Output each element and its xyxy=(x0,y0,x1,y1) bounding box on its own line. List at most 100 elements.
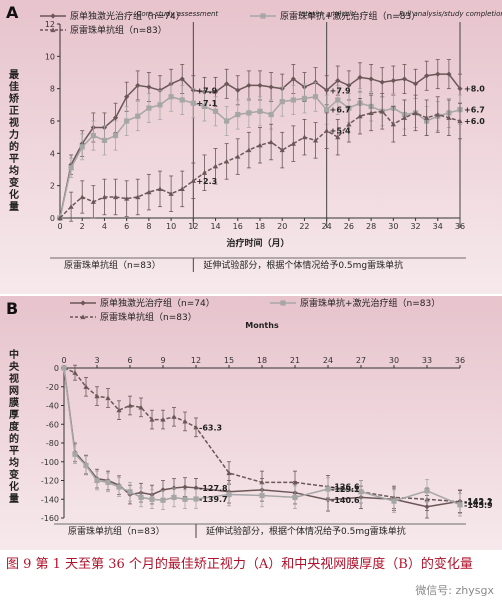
data-point-ranib_laser xyxy=(168,94,174,100)
x-tick-label: 33 xyxy=(422,356,432,365)
data-point-ranib xyxy=(435,111,441,117)
data-point-ranib xyxy=(179,186,185,191)
data-point-ranib xyxy=(424,115,430,120)
data-point-ranib xyxy=(157,186,163,191)
data-point-ranib_laser xyxy=(257,108,263,114)
panel-b-background xyxy=(0,296,502,550)
x-tick-label: 21 xyxy=(290,356,300,365)
chart-b-svg: B 原单独激光治疗组（n=74） 原雷珠单抗+激光治疗组（n=83） 原雷珠单抗组（n… xyxy=(0,296,502,550)
y-tick-label: -160 xyxy=(41,514,59,523)
data-point-laser xyxy=(346,82,352,89)
data-point-ranib xyxy=(57,215,63,221)
legend-entry-0: 原单独激光治疗组（n=74） xyxy=(70,10,185,22)
y-tick-label: -20 xyxy=(46,383,59,392)
data-point-ranib_laser xyxy=(79,144,85,150)
data-point-ranib xyxy=(201,170,208,175)
data-point-ranib_laser xyxy=(312,94,319,100)
data-point-laser xyxy=(235,87,241,93)
x-tick-label: 20 xyxy=(277,222,287,231)
data-point-ranib_laser xyxy=(259,492,265,499)
data-point-ranib xyxy=(335,134,341,140)
x-tick-label: 28 xyxy=(366,222,376,231)
panel-b: B 原单独激光治疗组（n=74） 原雷珠单抗+激光治疗组（n=83） 原雷珠单抗组（n… xyxy=(0,296,502,550)
data-point-ranib_laser xyxy=(135,113,141,119)
value-annotation: -140.6 xyxy=(331,496,360,505)
y-tick-label: 0 xyxy=(50,214,55,223)
data-point-ranib xyxy=(224,158,230,164)
y-tick-label: 12 xyxy=(45,20,55,29)
data-point-ranib_laser xyxy=(112,132,119,139)
y-tick-label: 8 xyxy=(50,85,55,94)
data-point-ranib_laser xyxy=(279,99,285,105)
x-tick-label: 10 xyxy=(166,222,176,231)
x-tick-label: 18 xyxy=(257,356,267,365)
data-point-ranib_laser xyxy=(190,100,196,106)
data-point-ranib_laser xyxy=(94,477,100,484)
data-point-ranib_laser xyxy=(124,118,130,124)
value-annotation: -145.9 xyxy=(464,501,493,510)
data-point-laser xyxy=(182,484,188,490)
value-annotation: +6.7 xyxy=(464,106,485,115)
data-point-ranib xyxy=(312,137,319,143)
data-point-ranib xyxy=(324,128,330,133)
y-tick-label: -40 xyxy=(46,402,59,411)
data-point-ranib xyxy=(446,115,452,120)
data-point-ranib_laser xyxy=(235,111,241,118)
data-point-ranib xyxy=(72,370,78,375)
data-point-ranib_laser xyxy=(61,365,67,371)
data-point-ranib_laser xyxy=(72,451,78,457)
data-point-ranib xyxy=(138,404,144,410)
watermark: 微信号: zhysgx xyxy=(415,584,494,597)
value-annotation: +7.9 xyxy=(196,86,217,95)
data-point-ranib xyxy=(182,418,188,424)
data-point-ranib xyxy=(279,147,285,153)
data-point-ranib_laser xyxy=(335,97,341,103)
data-point-ranib_laser xyxy=(171,494,177,500)
data-point-ranib_laser xyxy=(301,95,308,101)
data-point-laser xyxy=(457,86,463,92)
y-tick-label: 2 xyxy=(50,182,55,191)
data-point-ranib_laser xyxy=(292,494,298,500)
y-tick-label: 4 xyxy=(50,149,55,158)
data-point-laser xyxy=(368,76,374,82)
value-annotation: -139.7 xyxy=(199,495,228,504)
chart-a-svg: A 原单独激光治疗组（n=74） 原雷珠单抗+激光治疗组（n=83） 原雷珠单抗组（n… xyxy=(0,0,502,294)
data-point-laser xyxy=(390,77,396,84)
data-point-ranib xyxy=(193,424,199,430)
data-point-ranib_laser xyxy=(358,489,364,495)
data-point-laser xyxy=(324,87,330,93)
value-annotation: -126.6 xyxy=(331,483,360,492)
data-point-laser xyxy=(290,76,296,82)
legend-marker-2 xyxy=(50,27,56,33)
data-point-ranib xyxy=(290,141,296,146)
data-point-ranib xyxy=(346,121,352,127)
data-point-ranib xyxy=(112,194,119,200)
data-point-laser xyxy=(257,82,263,89)
data-point-laser xyxy=(246,82,252,89)
data-point-ranib_laser xyxy=(268,111,274,118)
x-tick-label: 9 xyxy=(160,356,165,365)
data-point-laser xyxy=(268,84,274,90)
phase-label-extension: 延伸试验部分，根据个体情况给予0.5mg雷珠单抗 xyxy=(206,525,406,537)
legend-entry-1: 原雷珠单抗+激光治疗组（n=83） xyxy=(300,297,440,309)
x-tick-label: 6 xyxy=(124,222,129,231)
data-point-ranib xyxy=(246,147,252,153)
data-point-ranib_laser xyxy=(182,496,188,502)
x-tick-label: 32 xyxy=(410,222,420,231)
data-point-ranib_laser xyxy=(424,488,430,494)
value-annotation: +7.1 xyxy=(196,99,217,108)
data-point-ranib xyxy=(171,414,177,419)
panel-a: A 原单独激光治疗组（n=74） 原雷珠单抗+激光治疗组（n=83） 原雷珠单抗组（n… xyxy=(0,0,502,294)
x-axis-label: 治疗时间（月） xyxy=(226,237,289,249)
data-point-laser xyxy=(124,94,130,100)
reference-line-label: Full analysis/study completion xyxy=(399,10,502,18)
data-point-ranib xyxy=(90,199,96,204)
data-point-laser xyxy=(212,89,219,95)
data-point-ranib xyxy=(135,194,141,200)
data-point-ranib xyxy=(101,194,108,200)
x-tick-label: 8 xyxy=(146,222,151,231)
data-point-ranib xyxy=(379,108,385,114)
data-point-laser xyxy=(112,115,119,121)
data-point-ranib xyxy=(94,393,100,399)
data-point-ranib xyxy=(127,402,133,408)
